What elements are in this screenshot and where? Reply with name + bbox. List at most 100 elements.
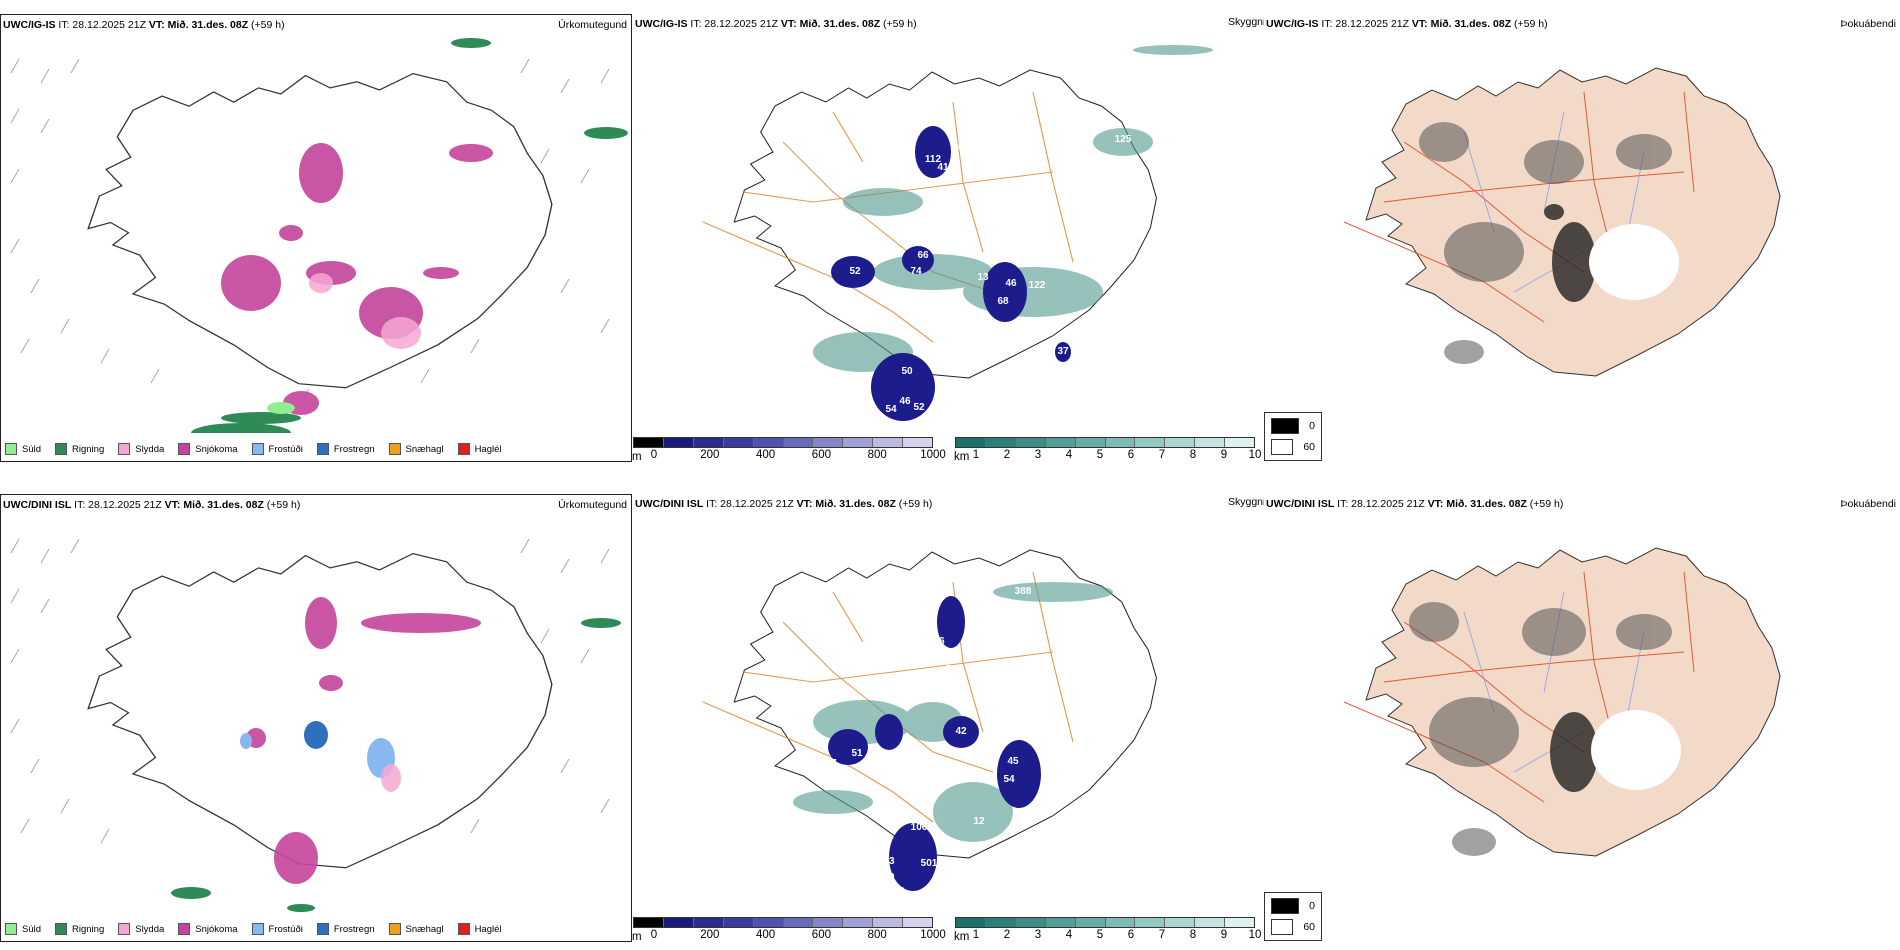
colorbar-cell [693, 438, 724, 447]
colorbar-cell [1015, 918, 1046, 927]
panel-name: Skyggni [1228, 496, 1266, 508]
cloud-base-label: 50 [901, 366, 913, 377]
cloud-base-label: 48 [929, 646, 941, 657]
colorbar-tick-label: 1000 [920, 449, 946, 461]
fog-panel-bottom: UWC/DINI ISL IT: 28.12.2025 21Z VT: Mið.… [1264, 494, 1900, 942]
panel-title: UWC/DINI ISL IT: 28.12.2025 21Z VT: Mið.… [3, 499, 301, 511]
colorbar-cell [753, 438, 784, 447]
colorbar-cell [1195, 918, 1226, 927]
cloud-base-label: 56 [933, 636, 945, 647]
cloud-base-label: 52 [849, 266, 861, 277]
cloud-base-label: 57 [817, 762, 829, 773]
colorbar-tick-label: 600 [811, 449, 831, 461]
colorbar-cell [843, 918, 874, 927]
colorbar-cell [813, 918, 844, 927]
cloud-base-label: 13 [977, 272, 989, 283]
panel-title: UWC/DINI ISL IT: 28.12.2025 21Z VT: Mið.… [1266, 498, 1564, 510]
colorbar-tick-label: 8 [1189, 449, 1197, 461]
panel-title: UWC/DINI ISL IT: 28.12.2025 21Z VT: Mið.… [635, 498, 933, 510]
cloud-base-label: 47 [825, 758, 837, 769]
colorbar-cell [1045, 438, 1076, 447]
panel-title: UWC/IG-IS IT: 28.12.2025 21Z VT: Mið. 31… [635, 18, 917, 30]
precip-panel-top: UWC/IG-IS IT: 28.12.2025 21Z VT: Mið. 31… [0, 14, 632, 462]
colorbar-cell [1045, 918, 1076, 927]
colorbar-cell [1135, 918, 1166, 927]
colorbar-cell [1105, 438, 1136, 447]
colorbar-tick-label: 4 [1065, 449, 1073, 461]
cloud-base-label: 122 [1029, 280, 1046, 291]
colorbar-tick-label: 400 [756, 449, 776, 461]
visibility-colorbar: 1 2 3 4 5 6 7 8 9 10 km [954, 917, 1261, 943]
cloud-base-label: 388 [1015, 586, 1032, 597]
colorbar-tick-label: 4 [1065, 929, 1073, 941]
colorbar-cell [663, 918, 694, 927]
colorbar-tick-label: 3 [1034, 929, 1042, 941]
cloud-base-label: 46 [899, 396, 911, 407]
fog-panel-top: UWC/IG-IS IT: 28.12.2025 21Z VT: Mið. 31… [1264, 14, 1900, 462]
fog-legend: 0 60 [1264, 892, 1322, 941]
fog-map [1343, 547, 1781, 857]
cloud-base-label: 54 [1003, 774, 1015, 785]
colorbar-tick-label: 6 [1127, 929, 1135, 941]
colorbar-cell [783, 438, 814, 447]
colorbar-tick-label: 800 [867, 929, 887, 941]
colorbar-cell [783, 918, 814, 927]
cloud-base-label: 12 [973, 816, 985, 827]
colorbar-tick-label: 9 [1220, 449, 1228, 461]
fog-map [1343, 67, 1781, 377]
colorbar-tick-label: 0 [650, 449, 658, 461]
colorbar-tick-label: 1000 [920, 929, 946, 941]
cloud-base-label: 71 [817, 274, 829, 285]
cloud-panel-top: UWC/IG-IS IT: 28.12.2025 21Z VT: Mið. 31… [632, 14, 1266, 463]
visibility-colorbar: 1 2 3 4 5 6 7 8 9 10 km [954, 437, 1261, 463]
colorbar-tick-label: 7 [1158, 929, 1166, 941]
colorbar-tick-label: 9 [1220, 929, 1228, 941]
cloud-base-label: 45 [1007, 756, 1019, 767]
cloud-base-label: 50 [945, 664, 957, 675]
colorbar-tick-label: 10 [1248, 449, 1262, 461]
colorbar-tick-label: 0 [650, 929, 658, 941]
colorbar-cell [903, 438, 933, 447]
cloud-base-label: 101 [953, 680, 970, 691]
precip-legend: Súld Rigning Slydda Snjókoma Frostúði Fr… [5, 443, 502, 455]
colorbar-tick-label: 1 [972, 929, 980, 941]
cloud-base-label: 52 [913, 402, 925, 413]
cloud-base-label: 42 [955, 726, 967, 737]
cloud-base-label: 65 [993, 708, 1005, 719]
colorbar-tick-label: 2 [1003, 929, 1011, 941]
cloud-base-label: 66 [917, 250, 929, 261]
colorbar-cell [1225, 438, 1255, 447]
colorbar-tick-label: 8 [1189, 929, 1197, 941]
colorbar-cell [873, 918, 904, 927]
panel-name: Úrkomutegund [558, 19, 627, 31]
colorbar-tick-label: 2 [1003, 449, 1011, 461]
cloud-base-label: 54 [885, 404, 897, 415]
cloud-base-label: 501 [921, 858, 938, 869]
panel-name: Úrkomutegund [558, 499, 627, 511]
colorbar-cell [693, 918, 724, 927]
colorbar-cell [1015, 438, 1046, 447]
colorbar-tick-label: 600 [811, 929, 831, 941]
colorbar-cell [753, 918, 784, 927]
cloud-base-label: 41 [937, 162, 949, 173]
cloud-base-label: 77 [891, 810, 903, 821]
cloud-base-label: 106 [911, 822, 928, 833]
cloud-base-label: 74 [910, 266, 922, 277]
colorbar-tick-label: 3 [1034, 449, 1042, 461]
colorbar-cell [1105, 918, 1136, 927]
precip-map [10, 538, 621, 912]
colorbar-tick-label: 10 [1248, 929, 1262, 941]
colorbar-cell [843, 438, 874, 447]
cloud-base-label: 112 [925, 154, 942, 165]
cloud-base-label: 50 [883, 872, 895, 883]
colorbar-cell [985, 918, 1016, 927]
colorbar-cell [1165, 918, 1196, 927]
colorbar-cell [903, 918, 933, 927]
panel-name: Þokuábendi [1840, 18, 1896, 30]
colorbar-cell [1195, 438, 1226, 447]
cloud-base-label: 54 [827, 286, 839, 297]
panel-name: Skyggni [1228, 16, 1266, 28]
precip-map [10, 38, 628, 433]
cloud-base-label: 68 [997, 296, 1009, 307]
